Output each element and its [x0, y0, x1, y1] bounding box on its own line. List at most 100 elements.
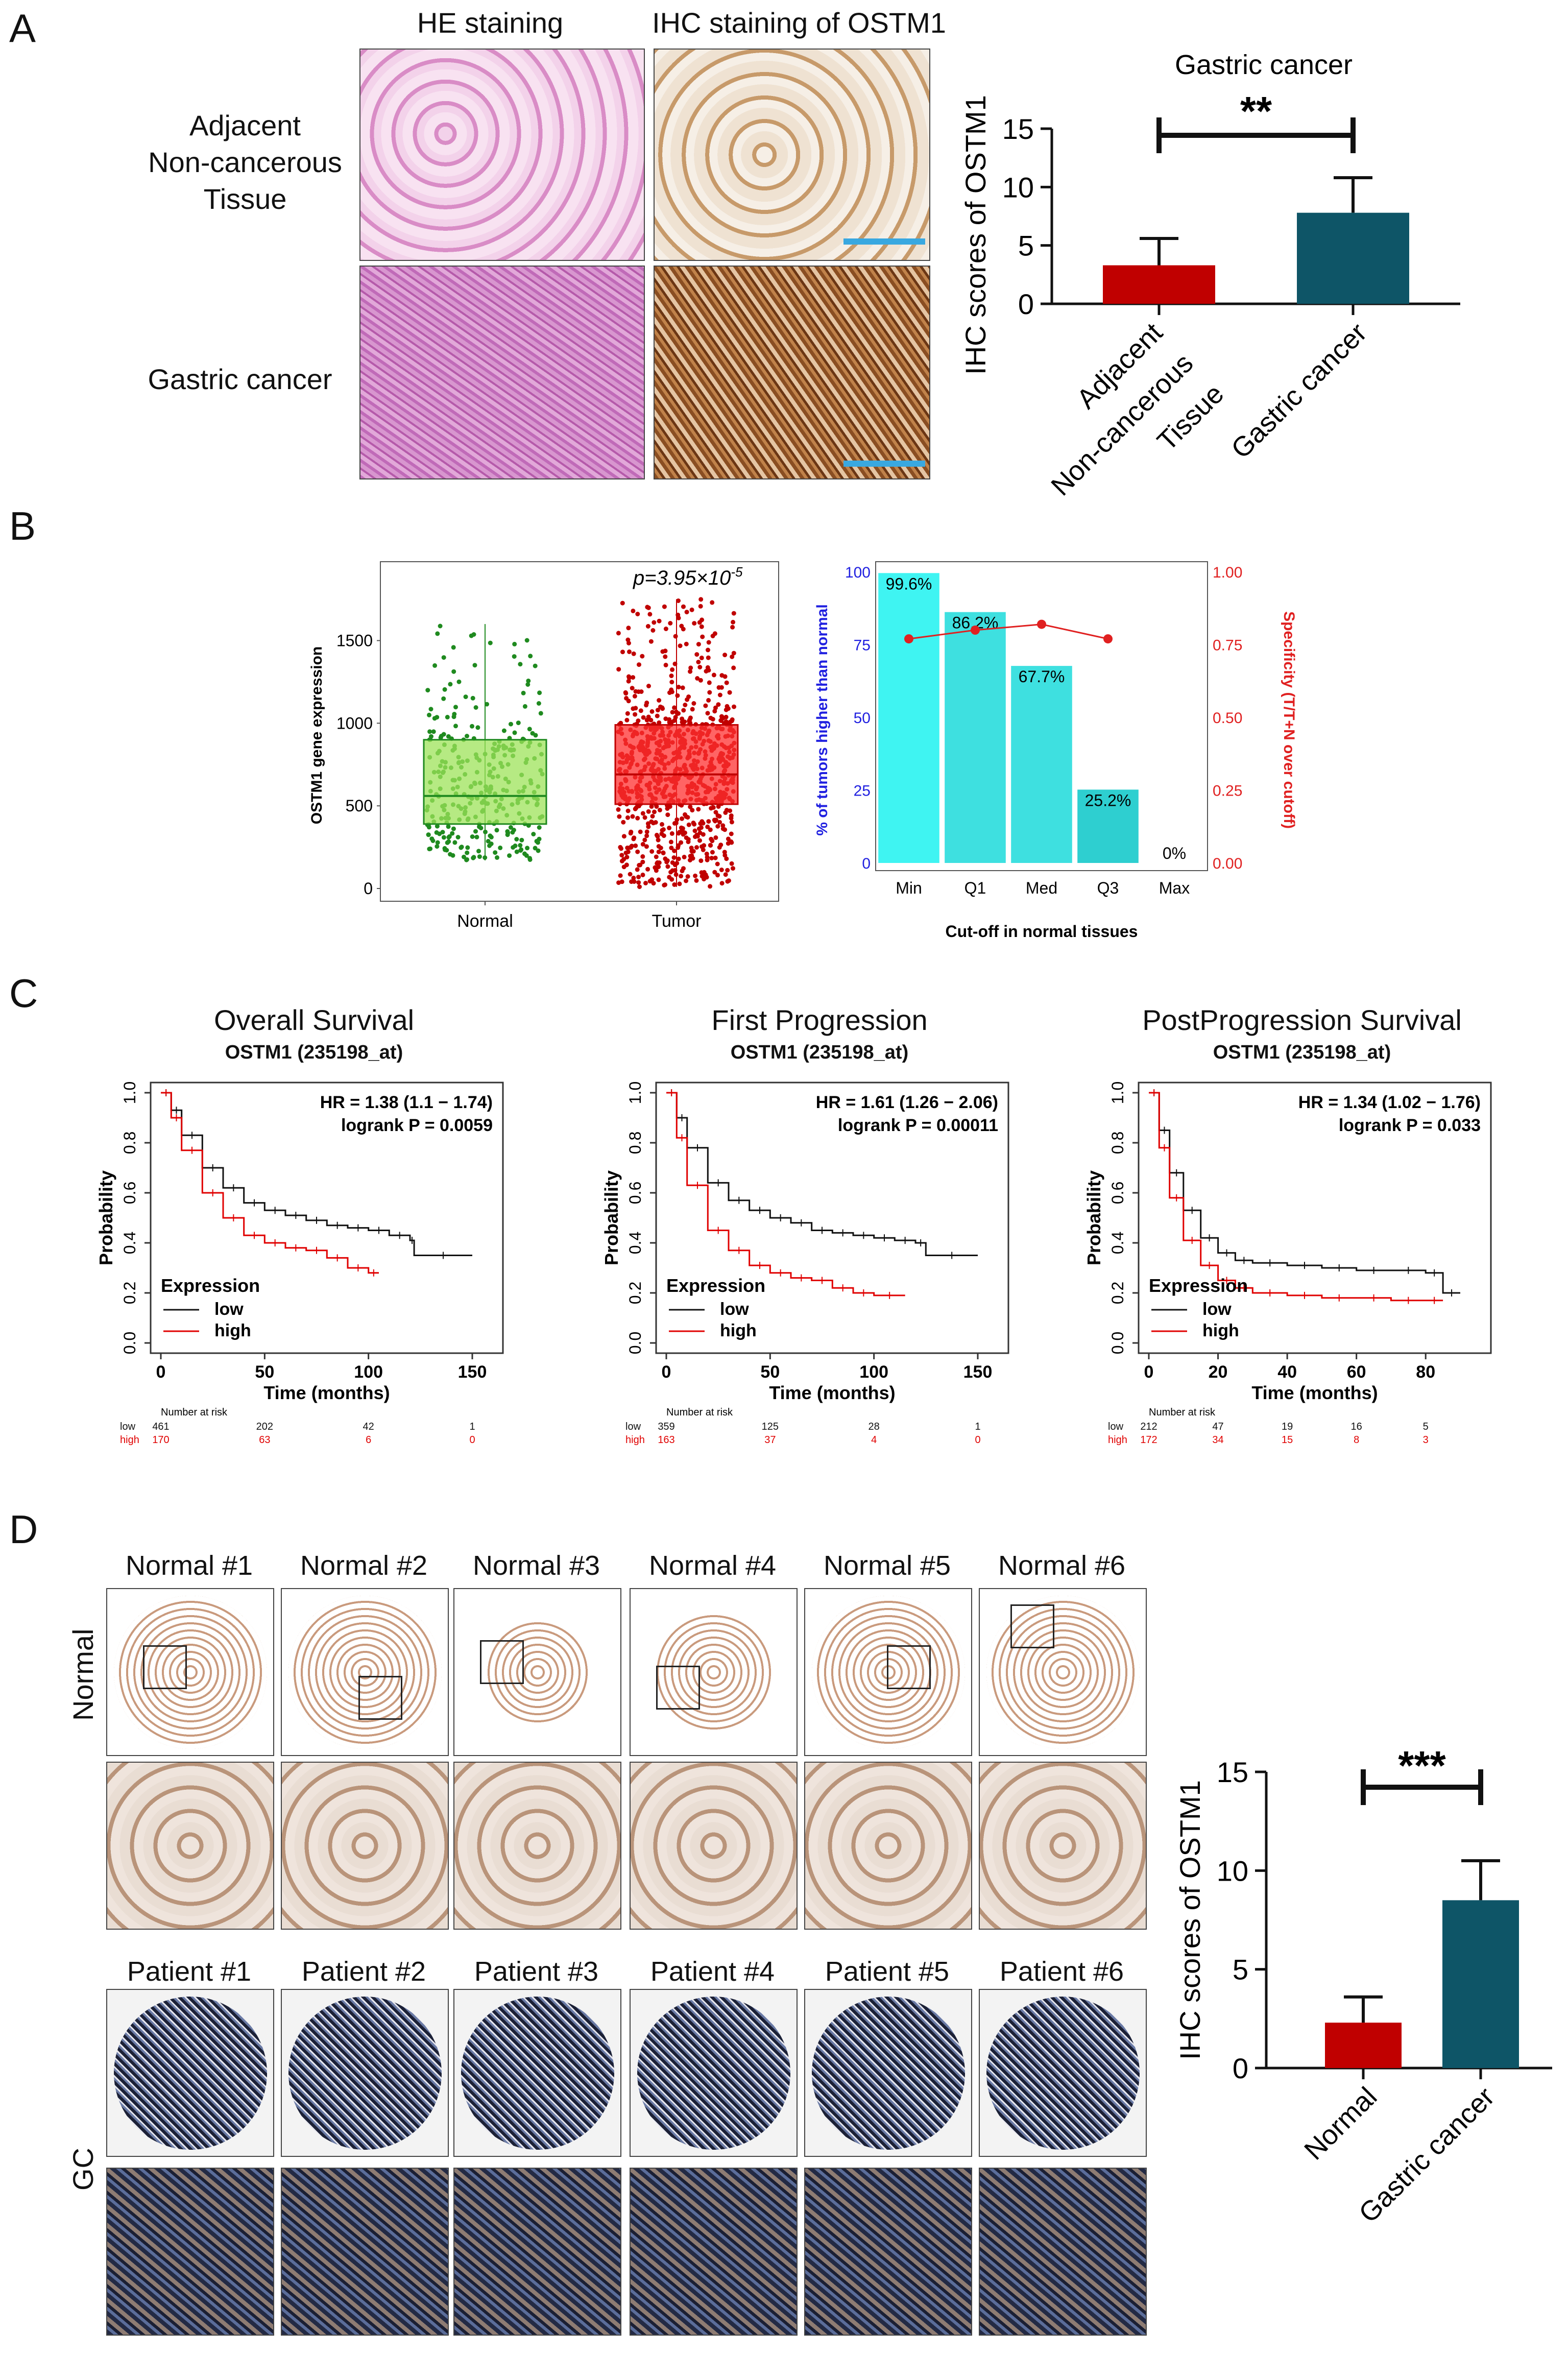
- chart-b-point: [651, 881, 656, 886]
- chart-b-point: [431, 729, 436, 734]
- chart-b-point: [692, 621, 697, 626]
- chart-b-point: [505, 830, 511, 835]
- chart-b-point: [706, 698, 711, 703]
- chart-b-point: [425, 688, 430, 693]
- chart-b-point: [646, 684, 651, 688]
- chart-b-point: [441, 835, 446, 840]
- row-label-gc: GC: [67, 2148, 99, 2191]
- km-xtick-label: 0: [1144, 1362, 1154, 1382]
- chart-b-point: [698, 597, 704, 602]
- chart-a-bar: [1103, 265, 1215, 304]
- chart-d-bar: [1325, 2023, 1402, 2068]
- chart-b-point: [716, 804, 721, 809]
- chart-b-cutoff-ytick-label: 0: [862, 855, 871, 872]
- chart-b-point: [640, 811, 645, 816]
- chart-b-box-annotation: p=3.95×10-5: [633, 564, 743, 589]
- chart-b-point: [705, 711, 710, 716]
- chart-b-point: [731, 651, 736, 656]
- chart-b-point: [628, 845, 633, 850]
- chart-b-point: [429, 836, 435, 842]
- chart-b-point: [509, 722, 513, 727]
- chart-b-point: [656, 877, 661, 882]
- chart-b-point: [644, 833, 649, 838]
- tma-core-circle: [113, 1996, 267, 2150]
- chart-b-point: [647, 612, 653, 617]
- chart-b-point: [670, 667, 675, 672]
- chart-b-point: [427, 712, 431, 717]
- chart-b-point: [707, 680, 712, 685]
- chart-b-point: [527, 857, 533, 862]
- chart-b-point: [690, 707, 695, 712]
- chart-b-point: [626, 699, 631, 704]
- patient-tma-core: [281, 1989, 449, 2157]
- chart-b-point: [441, 655, 446, 660]
- km-risk-row-name: high: [625, 1434, 645, 1446]
- chart-b-point: [476, 849, 481, 854]
- chart-b-point: [635, 815, 640, 821]
- chart-a-ytick-label: 15: [1002, 113, 1034, 145]
- km-risk-header: Number at risk: [161, 1407, 228, 1418]
- km-subtitle: OSTM1 (235198_at): [1213, 1042, 1391, 1063]
- chart-b-point: [443, 847, 448, 852]
- chart-b-point: [684, 835, 689, 840]
- chart-b-point: [452, 840, 457, 845]
- normal-tile-title: Normal #1: [125, 1550, 253, 1581]
- km-subtitle: OSTM1 (235198_at): [730, 1042, 909, 1063]
- km-chart: 0.0 0.2 0.4 0.6 0.8 1.0 Probability 0 50 100 150 Ti…: [95, 1082, 504, 1446]
- chart-b-point: [526, 678, 531, 683]
- km-risk-value: 170: [152, 1434, 169, 1446]
- chart-b-point: [694, 845, 699, 850]
- chart-b-point: [663, 856, 668, 861]
- km-frame: [150, 1082, 504, 1354]
- chart-b-point: [729, 815, 734, 821]
- chart-b-point: [682, 854, 687, 859]
- km-xtick-label: 40: [1277, 1362, 1297, 1382]
- chart-b-specificity-point: [1103, 634, 1113, 644]
- chart-b-point: [703, 703, 708, 708]
- chart-b-point: [665, 864, 670, 869]
- chart-b-cutoff-value-label: 0%: [1163, 844, 1186, 862]
- km-curve-high: [666, 1092, 905, 1296]
- chart-b-point: [625, 637, 631, 642]
- km-xlabel: Time (months): [1251, 1382, 1378, 1403]
- km-legend-title: Expression: [1149, 1275, 1248, 1296]
- chart-b-point: [713, 855, 718, 860]
- chart-b-point: [676, 615, 681, 620]
- chart-b-point: [649, 877, 655, 882]
- chart-b-point: [700, 634, 705, 639]
- chart-b-point: [654, 832, 659, 837]
- chart-b-point: [676, 856, 681, 861]
- chart-d-ytick-label: 15: [1217, 1756, 1248, 1788]
- km-risk-value: 28: [869, 1421, 880, 1432]
- chart-b-point: [486, 838, 491, 844]
- panel-label-c: C: [9, 971, 38, 1016]
- chart-b-point: [668, 870, 673, 875]
- chart-b-point: [435, 631, 440, 636]
- chart-b-point: [626, 674, 631, 679]
- chart-b-point: [661, 850, 666, 855]
- km-risk-row-name: low: [120, 1421, 136, 1432]
- chart-a-ylabel: IHC scores of OSTM1: [959, 95, 992, 375]
- chart-b-point: [729, 831, 734, 836]
- chart-b-cutoff-bar: [945, 612, 1006, 863]
- chart-b-box: [423, 739, 547, 825]
- normal-tma-core: [630, 1588, 798, 1756]
- chart-b-point: [442, 687, 447, 692]
- chart-b-point: [648, 717, 654, 723]
- chart-d-ytick-label: 5: [1233, 1954, 1248, 1986]
- chart-b-point: [717, 692, 722, 698]
- chart-b-point: [637, 884, 642, 890]
- chart-b-point: [474, 834, 479, 839]
- chart-b-point: [712, 709, 717, 714]
- chart-b-point: [537, 690, 542, 695]
- patient-tile-title: Patient #4: [650, 1956, 775, 1987]
- patient-zoom-image: [106, 2168, 274, 2336]
- km-legend-label: low: [720, 1300, 749, 1319]
- chart-b-point: [428, 707, 433, 712]
- chart-b-point: [536, 701, 541, 706]
- chart-b-point: [538, 711, 543, 716]
- chart-b-point: [621, 834, 626, 839]
- chart-b-point: [670, 860, 675, 865]
- chart-b-box-xlabel: Normal: [457, 911, 513, 931]
- chart-b-point: [717, 814, 722, 819]
